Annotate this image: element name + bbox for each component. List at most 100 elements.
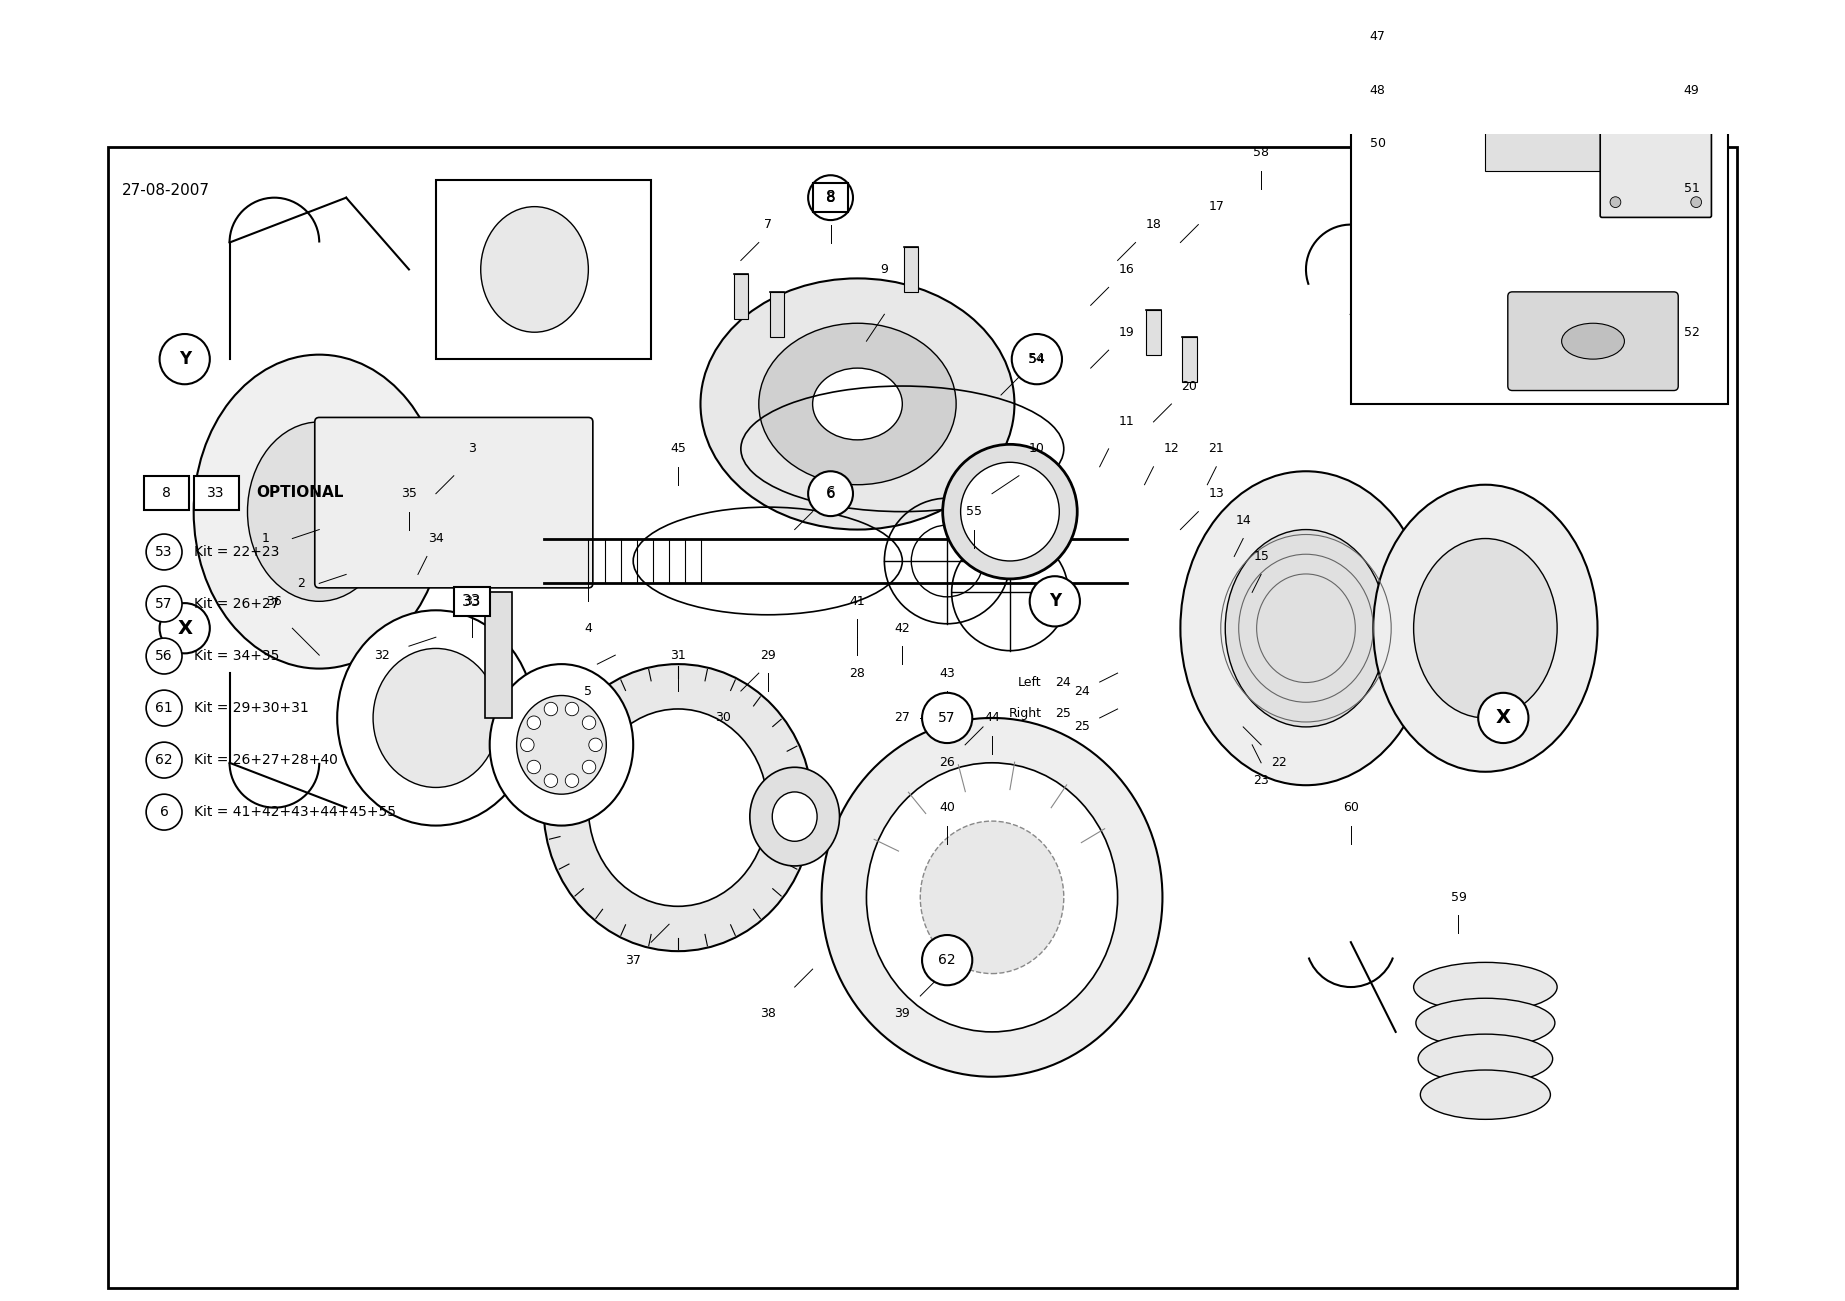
Ellipse shape [867,762,1118,1032]
Circle shape [1011,334,1063,384]
Ellipse shape [528,716,541,730]
Bar [194,476,238,510]
Ellipse shape [1624,99,1651,117]
Text: Right: Right [1009,706,1041,719]
Text: 26: 26 [939,756,956,769]
Ellipse shape [1561,323,1624,359]
Text: 21: 21 [1208,442,1223,455]
Ellipse shape [589,709,768,907]
Text: 8: 8 [162,485,172,500]
Text: 33: 33 [461,593,482,609]
Ellipse shape [544,774,557,787]
Circle shape [922,935,972,985]
Ellipse shape [1629,103,1646,113]
Text: 53: 53 [155,545,173,559]
Ellipse shape [528,760,541,774]
Text: 62: 62 [155,753,173,768]
Ellipse shape [821,718,1162,1077]
Ellipse shape [812,368,902,440]
Text: 52: 52 [1684,325,1699,338]
Text: 3: 3 [469,442,476,455]
Text: 2: 2 [297,576,304,589]
Text: 8: 8 [827,190,836,206]
Text: 41: 41 [849,595,865,608]
Text: 9: 9 [880,263,887,276]
Circle shape [146,533,183,570]
Bar [144,476,190,510]
Text: 11: 11 [1118,415,1135,428]
Ellipse shape [1373,485,1598,771]
Circle shape [146,794,183,830]
Ellipse shape [589,738,601,752]
Text: 25: 25 [1055,706,1070,719]
Ellipse shape [943,445,1077,579]
Text: 39: 39 [895,1007,910,1020]
Text: 7: 7 [764,219,771,232]
Text: 1: 1 [262,532,269,545]
Text: Y: Y [179,350,190,368]
Bar [812,183,849,212]
Text: 57: 57 [155,597,173,611]
Ellipse shape [1421,1069,1550,1119]
Ellipse shape [758,323,956,485]
Bar [435,180,651,359]
Text: 32: 32 [375,649,389,662]
Bar [904,247,919,291]
Ellipse shape [565,774,579,787]
Text: 4: 4 [585,622,592,635]
Ellipse shape [338,610,535,826]
Text: 62: 62 [939,954,956,967]
Circle shape [808,176,852,220]
Text: 44: 44 [983,712,1000,725]
Ellipse shape [1413,963,1557,1012]
Text: 29: 29 [760,649,775,662]
Text: 49: 49 [1684,83,1699,96]
Text: 54: 54 [1028,353,1046,366]
Ellipse shape [482,207,589,332]
Text: 47: 47 [1369,30,1386,43]
Ellipse shape [520,738,533,752]
Text: 36: 36 [266,595,282,608]
Text: 31: 31 [670,649,686,662]
Text: 61: 61 [155,701,173,716]
Text: 45: 45 [670,442,686,455]
Text: X: X [1496,709,1511,727]
Text: X: X [177,619,192,637]
Text: 6: 6 [827,487,834,500]
Ellipse shape [961,462,1059,561]
Circle shape [146,585,183,622]
Ellipse shape [1690,196,1701,208]
FancyBboxPatch shape [1600,107,1712,217]
Text: 25: 25 [1074,721,1090,734]
Text: 40: 40 [939,801,956,814]
Text: 57: 57 [939,710,956,725]
Text: 8: 8 [827,190,836,206]
Ellipse shape [1181,471,1432,786]
Text: 6: 6 [827,487,836,501]
Bar [485,592,513,718]
Text: 6: 6 [161,805,168,820]
Circle shape [1478,693,1528,743]
Text: 16: 16 [1118,263,1135,276]
Circle shape [1030,576,1079,627]
FancyBboxPatch shape [1465,17,1631,65]
Text: Kit = 26+27+28+40: Kit = 26+27+28+40 [194,753,338,768]
Ellipse shape [773,792,817,842]
Circle shape [159,334,210,384]
Circle shape [146,637,183,674]
Ellipse shape [1611,196,1620,208]
Text: 5: 5 [585,684,592,697]
Ellipse shape [247,422,391,601]
Bar [1351,0,1727,405]
Text: 14: 14 [1236,514,1251,527]
Text: 33: 33 [207,485,225,500]
Ellipse shape [921,821,1065,973]
Bar [454,587,489,615]
Text: 37: 37 [625,954,642,967]
Text: 48: 48 [1369,83,1386,96]
Text: 17: 17 [1208,200,1225,213]
Text: 22: 22 [1271,756,1288,769]
Text: 35: 35 [400,487,417,500]
Text: 54: 54 [1030,353,1044,366]
Text: 59: 59 [1450,891,1467,904]
